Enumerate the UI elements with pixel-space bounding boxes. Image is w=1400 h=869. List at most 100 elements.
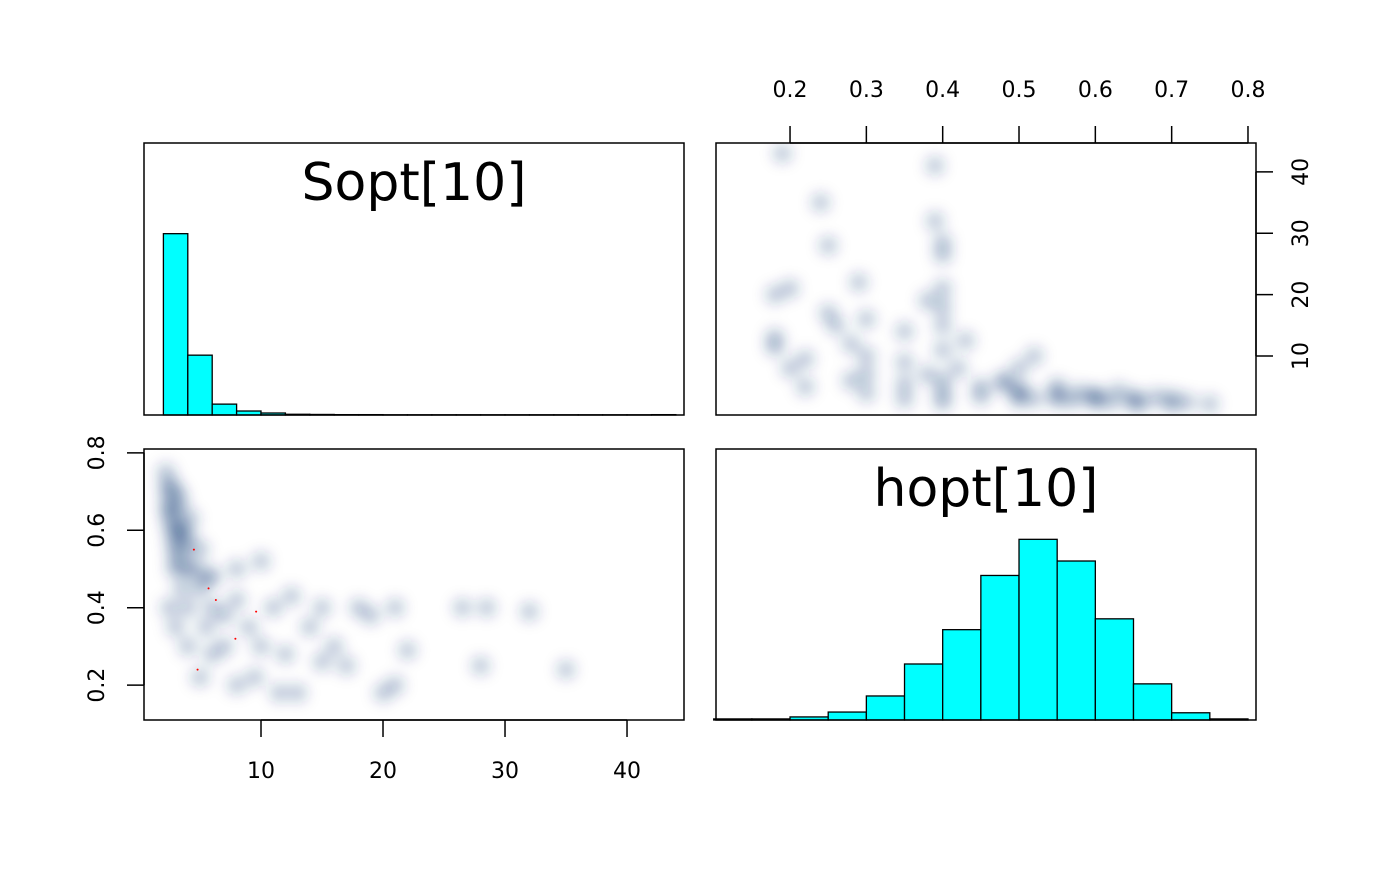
density-point [934, 233, 952, 251]
density-point [252, 552, 270, 570]
density-point [337, 657, 355, 675]
panel-frame [144, 449, 684, 720]
density-layer [157, 463, 575, 702]
density-point [857, 384, 875, 402]
density-point [215, 606, 233, 624]
density-point [1201, 395, 1219, 413]
density-point [812, 194, 830, 212]
density-point [228, 676, 246, 694]
density-point [165, 533, 183, 551]
density-point [926, 157, 944, 175]
x-tick-label: 0.3 [849, 78, 884, 103]
outlier-point [193, 549, 195, 551]
density-point [796, 350, 814, 368]
density-point [276, 645, 294, 663]
density-point [926, 212, 944, 230]
density-point [857, 347, 875, 365]
density-point [362, 606, 380, 624]
density-point [842, 335, 860, 353]
density-point [252, 637, 270, 655]
density-blur [766, 144, 1219, 413]
density-point [842, 372, 860, 390]
density-point [827, 316, 845, 334]
outlier-point [234, 638, 236, 640]
density-point [796, 378, 814, 396]
histogram-bar [1133, 684, 1171, 720]
density-point [191, 668, 209, 686]
density-point [1010, 359, 1028, 377]
x-tick-label: 0.6 [1078, 78, 1113, 103]
density-point [1147, 388, 1165, 406]
x-tick-label: 0.5 [1002, 78, 1037, 103]
x-tick-label: 0.2 [773, 78, 808, 103]
density-point [246, 668, 264, 686]
density-point [1086, 388, 1104, 406]
panel-title: Sopt[10] [302, 153, 527, 213]
histogram-bar [905, 664, 943, 720]
density-point [228, 591, 246, 609]
density-point [896, 353, 914, 371]
density-point [228, 560, 246, 578]
density-point [157, 463, 175, 481]
density-layer [766, 144, 1219, 413]
density-point [283, 587, 301, 605]
density-point [773, 144, 791, 162]
density-point [934, 280, 952, 298]
histogram-bar [943, 630, 981, 720]
density-point [1063, 391, 1081, 409]
density-point [934, 341, 952, 359]
density-point [160, 599, 178, 617]
x-tick-label: 20 [369, 759, 397, 784]
density-point [301, 618, 319, 636]
density-point [173, 579, 191, 597]
density-point [1109, 383, 1127, 401]
density-point [179, 637, 197, 655]
density-point [949, 359, 967, 377]
x-tick-label: 40 [613, 759, 641, 784]
histogram-bar [866, 696, 904, 720]
histogram-bar [1095, 619, 1133, 720]
density-point [781, 359, 799, 377]
density-point [781, 280, 799, 298]
density-point [857, 310, 875, 328]
density-point [918, 365, 936, 383]
density-point [472, 657, 490, 675]
density-point [325, 637, 343, 655]
density-point [289, 684, 307, 702]
density-point [181, 510, 199, 528]
y-tick-label: 0.4 [85, 590, 110, 625]
density-point [819, 237, 837, 255]
density-point [520, 603, 538, 621]
density-point [896, 322, 914, 340]
density-point [168, 552, 186, 570]
outlier-point [215, 599, 217, 601]
histogram-bar [212, 404, 236, 415]
x-tick-label: 0.8 [1230, 78, 1265, 103]
x-tick-label: 30 [491, 759, 519, 784]
density-point [1048, 378, 1066, 396]
outlier-point [208, 587, 210, 589]
density-point [766, 329, 784, 347]
histogram-bar [1172, 713, 1210, 720]
density-blur [157, 463, 575, 702]
y-tick-label: 0.6 [85, 513, 110, 548]
density-point [957, 332, 975, 350]
panel-title: hopt[10] [874, 459, 1099, 519]
density-point [313, 653, 331, 671]
outlier-point [255, 611, 257, 613]
histogram-bar [188, 355, 212, 415]
density-point [386, 676, 404, 694]
panel-frame [716, 143, 1256, 415]
histogram-bar [163, 234, 187, 415]
density-point [453, 599, 471, 617]
density-point [313, 599, 331, 617]
density-point [179, 599, 197, 617]
density-point [850, 273, 868, 291]
histogram-bar [1019, 539, 1057, 720]
density-point [1025, 347, 1043, 365]
density-point [240, 618, 258, 636]
density-point [264, 599, 282, 617]
density-point [167, 618, 185, 636]
